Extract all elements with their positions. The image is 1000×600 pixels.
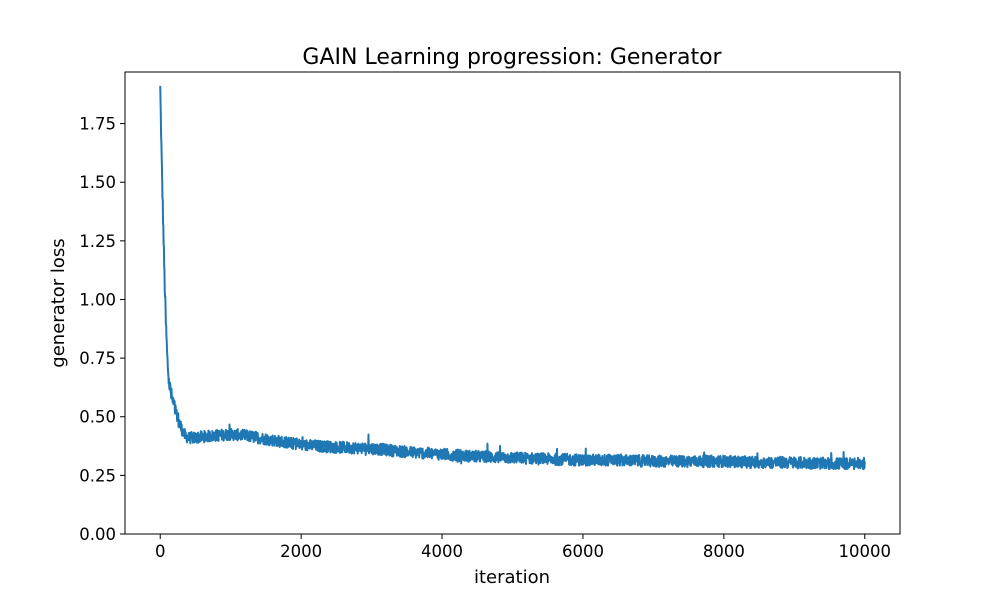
x-tick-label: 10000 [839,542,892,561]
plot-frame [124,71,901,535]
y-tick-label: 1.25 [79,232,116,251]
generator-loss-line [159,85,866,471]
x-tick-label: 8000 [703,542,745,561]
y-tick-label: 0.50 [79,408,116,427]
x-tick-label: 0 [155,542,166,561]
x-tick-label: 2000 [280,542,322,561]
x-axis: 0 2000 4000 6000 8000 10000 [155,534,891,561]
y-tick-label: 1.00 [79,290,116,309]
y-axis-label: generator loss [48,238,69,367]
y-tick-label: 0.25 [79,466,116,485]
y-tick-label: 0.75 [79,349,116,368]
y-tick-label: 1.75 [79,115,116,134]
x-axis-label: iteration [474,567,550,588]
plot-area [159,85,866,471]
y-tick-label: 1.50 [79,173,116,192]
y-tick-label: 0.00 [79,525,116,544]
x-tick-label: 4000 [421,542,463,561]
x-tick-label: 6000 [562,542,604,561]
chart-title: GAIN Learning progression: Generator [302,45,722,70]
y-axis: 0.00 0.25 0.50 0.75 1.00 1.25 1.50 1.75 [79,115,125,544]
